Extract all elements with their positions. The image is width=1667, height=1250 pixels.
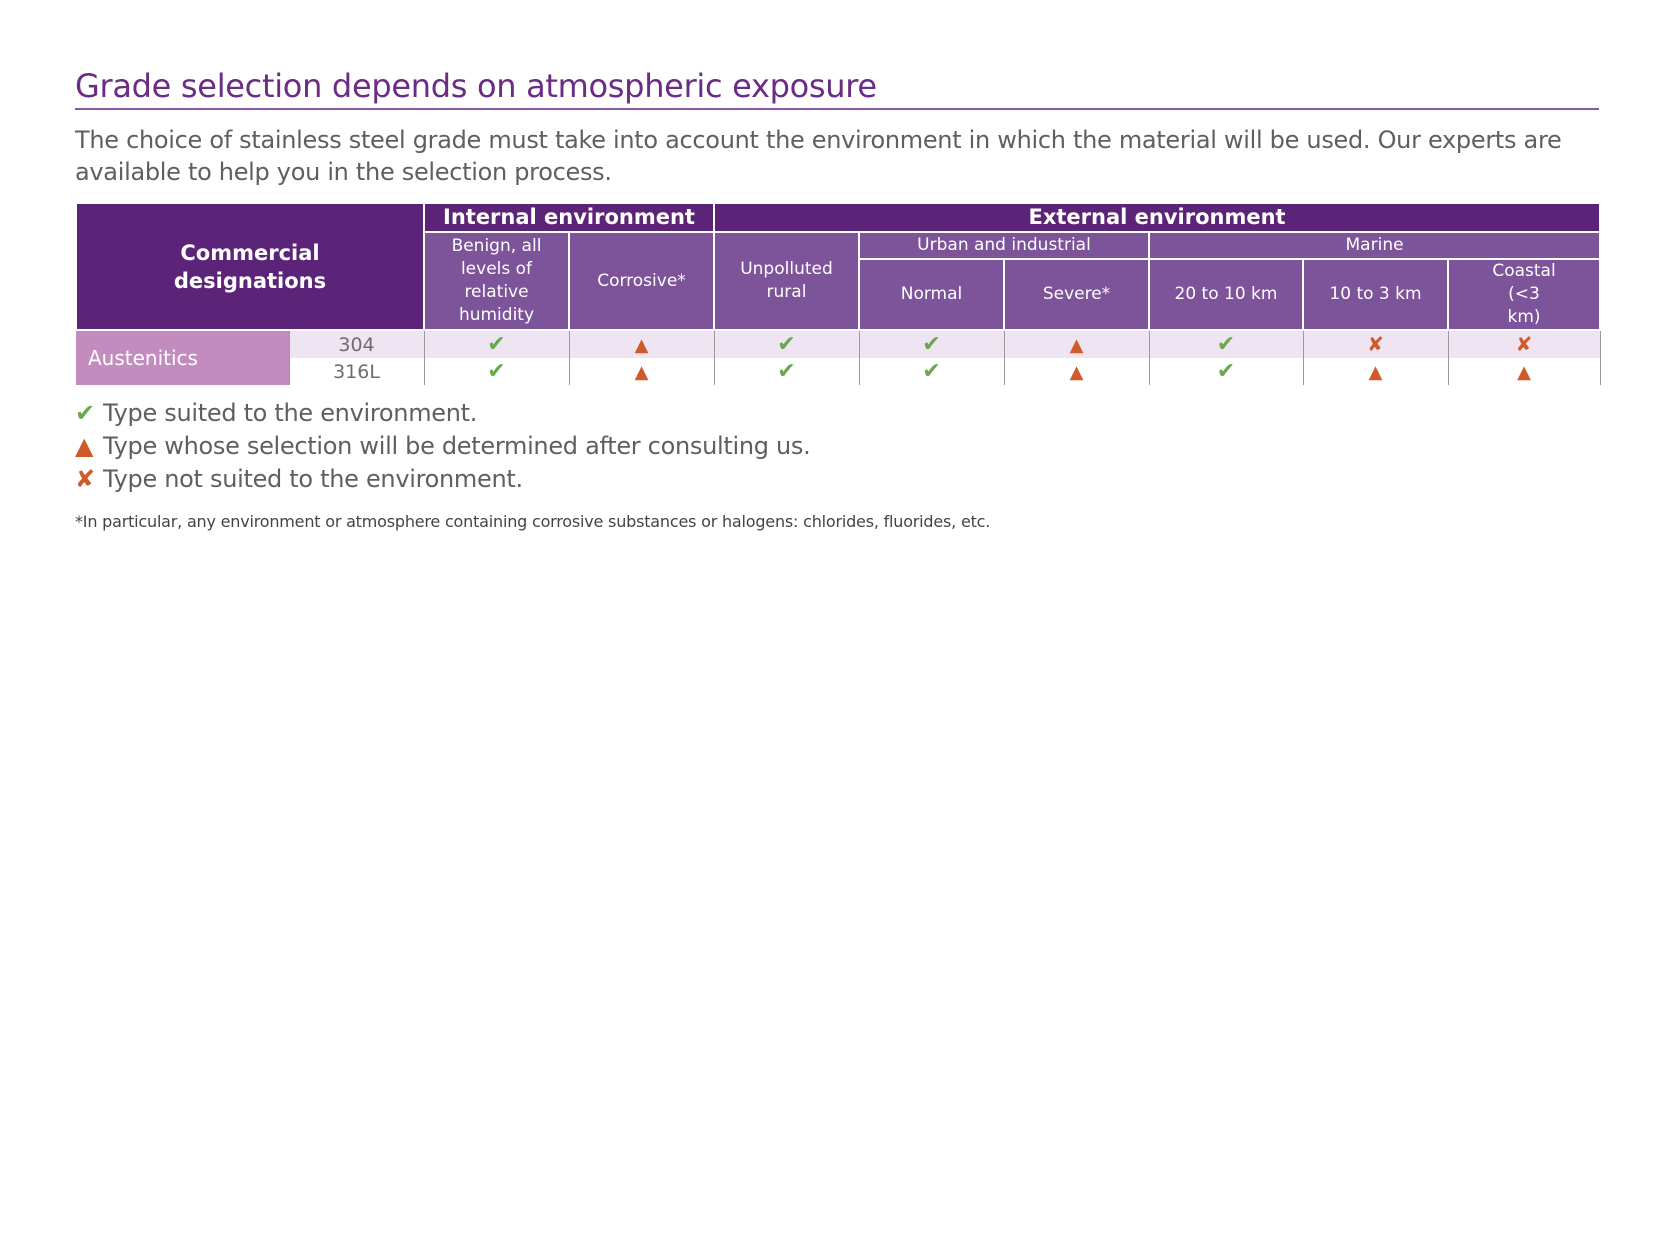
- commercial-designations-header: Commercial designations: [75, 202, 425, 331]
- footnote: *In particular, any environment or atmos…: [75, 512, 991, 531]
- internal-environment-header: Internal environment: [423, 202, 715, 233]
- legend-item: ✔ Type suited to the environment.: [75, 397, 1599, 430]
- check-icon: ✔: [777, 358, 796, 384]
- check-icon: ✔: [487, 358, 506, 384]
- col-urban-severe: Severe*: [1003, 258, 1150, 331]
- col-benign: Benign, all levels of relative humidity: [423, 231, 570, 331]
- check-icon: ✔: [487, 331, 506, 357]
- urban-industrial-group: Urban and industrial: [858, 231, 1150, 260]
- table-row: 316L ✔ ▲ ✔ ✔ ▲ ✔ ▲ ▲: [76, 358, 1601, 385]
- legend-text: Type not suited to the environment.: [103, 465, 523, 493]
- rating-cell: ✔: [423, 358, 570, 385]
- rating-cell: ✘: [1302, 330, 1449, 358]
- rating-cell: ▲: [1447, 358, 1601, 385]
- table-body: Austenitics 304 ✔ ▲ ✔ ✔ ▲ ✔ ✘ ✘ 316L ✔ ▲ ✔ ✔ ▲ ✔ ▲ ▲: [76, 330, 1601, 385]
- page: Grade selection depends on atmospheric e…: [75, 66, 1602, 531]
- intro-paragraph: The choice of stainless steel grade must…: [75, 126, 1562, 186]
- cross-icon: ✘: [1515, 331, 1533, 356]
- rating-cell: ▲: [1302, 358, 1449, 385]
- table-row: Austenitics 304 ✔ ▲ ✔ ✔ ▲ ✔ ✘ ✘: [76, 330, 1601, 385]
- cross-icon: ✘: [75, 465, 95, 493]
- legend-item: ✘ Type not suited to the environment.: [75, 463, 1599, 496]
- page-title: Grade selection depends on atmospheric e…: [75, 66, 1599, 110]
- grade-selection-table: Commercial designations Internal environ…: [75, 202, 1602, 385]
- col-urban-normal: Normal: [858, 258, 1005, 331]
- check-icon: ✔: [922, 331, 941, 357]
- rating-cell: ✔: [858, 330, 1005, 358]
- rating-cell: ▲: [568, 330, 715, 358]
- rating-cell: ✔: [1148, 330, 1304, 358]
- warning-triangle-icon: ▲: [75, 432, 94, 460]
- cross-icon: ✘: [1367, 331, 1384, 356]
- marine-group: Marine: [1147, 231, 1602, 260]
- warning-triangle-icon: ▲: [1069, 334, 1084, 356]
- rating-cell: ✔: [423, 330, 570, 358]
- check-icon: ✔: [1216, 331, 1236, 357]
- warning-triangle-icon: ▲: [1517, 361, 1531, 383]
- col-marine-10-3: 10 to 3 km: [1302, 258, 1449, 331]
- grade-name: 304: [288, 330, 425, 358]
- rating-cell: ✘: [1447, 330, 1601, 358]
- rating-cell: ▲: [1003, 330, 1150, 358]
- col-marine-coastal: Coastal (<3 km): [1446, 258, 1602, 331]
- legend: ✔ Type suited to the environment. ▲ Type wh…: [75, 397, 1599, 496]
- legend-item: ▲ Type whose selection will be determined…: [75, 430, 1599, 463]
- rating-cell: ▲: [568, 358, 715, 385]
- rating-cell: ✔: [858, 358, 1005, 385]
- check-icon: ✔: [1216, 358, 1236, 384]
- check-icon: ✔: [777, 331, 796, 357]
- rating-cell: ▲: [1003, 358, 1150, 385]
- warning-triangle-icon: ▲: [634, 334, 649, 356]
- warning-triangle-icon: ▲: [1069, 361, 1084, 383]
- warning-triangle-icon: ▲: [1368, 361, 1383, 383]
- check-icon: ✔: [922, 358, 941, 384]
- rating-cell: ✔: [713, 358, 860, 385]
- rating-cell: ✔: [713, 330, 860, 358]
- grade-name: 316L: [288, 358, 425, 385]
- legend-text: Type suited to the environment.: [103, 399, 478, 427]
- family-label: Austenitics: [76, 330, 289, 385]
- check-icon: ✔: [75, 399, 95, 427]
- col-marine-20-10: 20 to 10 km: [1148, 258, 1304, 331]
- col-corrosive: Corrosive*: [568, 231, 715, 331]
- rating-cell: ✔: [1148, 358, 1304, 385]
- external-environment-header: External environment: [712, 202, 1602, 233]
- warning-triangle-icon: ▲: [634, 361, 649, 383]
- legend-text: Type whose selection will be determined …: [103, 432, 811, 460]
- col-unpolluted-rural: Unpolluted rural: [713, 231, 860, 331]
